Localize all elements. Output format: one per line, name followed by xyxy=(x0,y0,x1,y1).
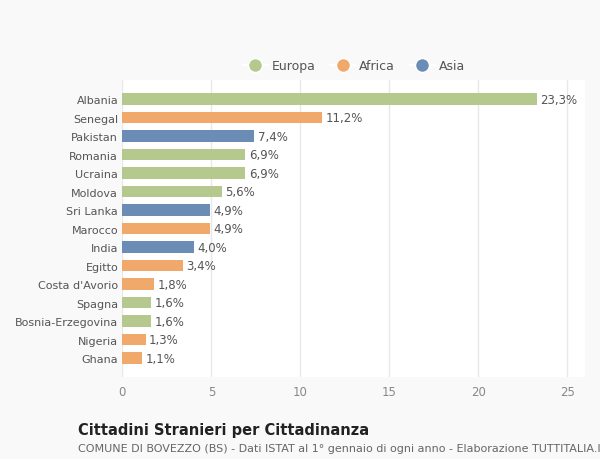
Text: 23,3%: 23,3% xyxy=(541,94,578,106)
Text: 1,8%: 1,8% xyxy=(158,278,188,291)
Text: COMUNE DI BOVEZZO (BS) - Dati ISTAT al 1° gennaio di ogni anno - Elaborazione TU: COMUNE DI BOVEZZO (BS) - Dati ISTAT al 1… xyxy=(78,443,600,453)
Bar xyxy=(122,334,146,346)
Text: 1,1%: 1,1% xyxy=(146,352,175,365)
Bar xyxy=(122,224,209,235)
Bar xyxy=(122,242,194,253)
Bar xyxy=(122,205,209,217)
Text: 4,0%: 4,0% xyxy=(197,241,227,254)
Text: 1,6%: 1,6% xyxy=(154,297,184,309)
Text: Cittadini Stranieri per Cittadinanza: Cittadini Stranieri per Cittadinanza xyxy=(78,422,369,437)
Bar xyxy=(122,150,245,161)
Bar xyxy=(122,94,537,106)
Bar xyxy=(122,260,183,272)
Text: 6,9%: 6,9% xyxy=(249,168,278,180)
Text: 1,3%: 1,3% xyxy=(149,333,179,347)
Text: 11,2%: 11,2% xyxy=(325,112,362,125)
Text: 6,9%: 6,9% xyxy=(249,149,278,162)
Bar xyxy=(122,131,254,143)
Text: 4,9%: 4,9% xyxy=(213,223,243,235)
Bar xyxy=(122,316,151,327)
Legend: Europa, Africa, Asia: Europa, Africa, Asia xyxy=(240,57,467,75)
Text: 7,4%: 7,4% xyxy=(257,130,287,143)
Bar xyxy=(122,113,322,124)
Bar xyxy=(122,297,151,309)
Text: 5,6%: 5,6% xyxy=(226,186,256,199)
Bar xyxy=(122,186,222,198)
Bar xyxy=(122,279,154,290)
Text: 4,9%: 4,9% xyxy=(213,204,243,217)
Bar xyxy=(122,353,142,364)
Bar xyxy=(122,168,245,179)
Text: 1,6%: 1,6% xyxy=(154,315,184,328)
Text: 3,4%: 3,4% xyxy=(187,260,216,273)
